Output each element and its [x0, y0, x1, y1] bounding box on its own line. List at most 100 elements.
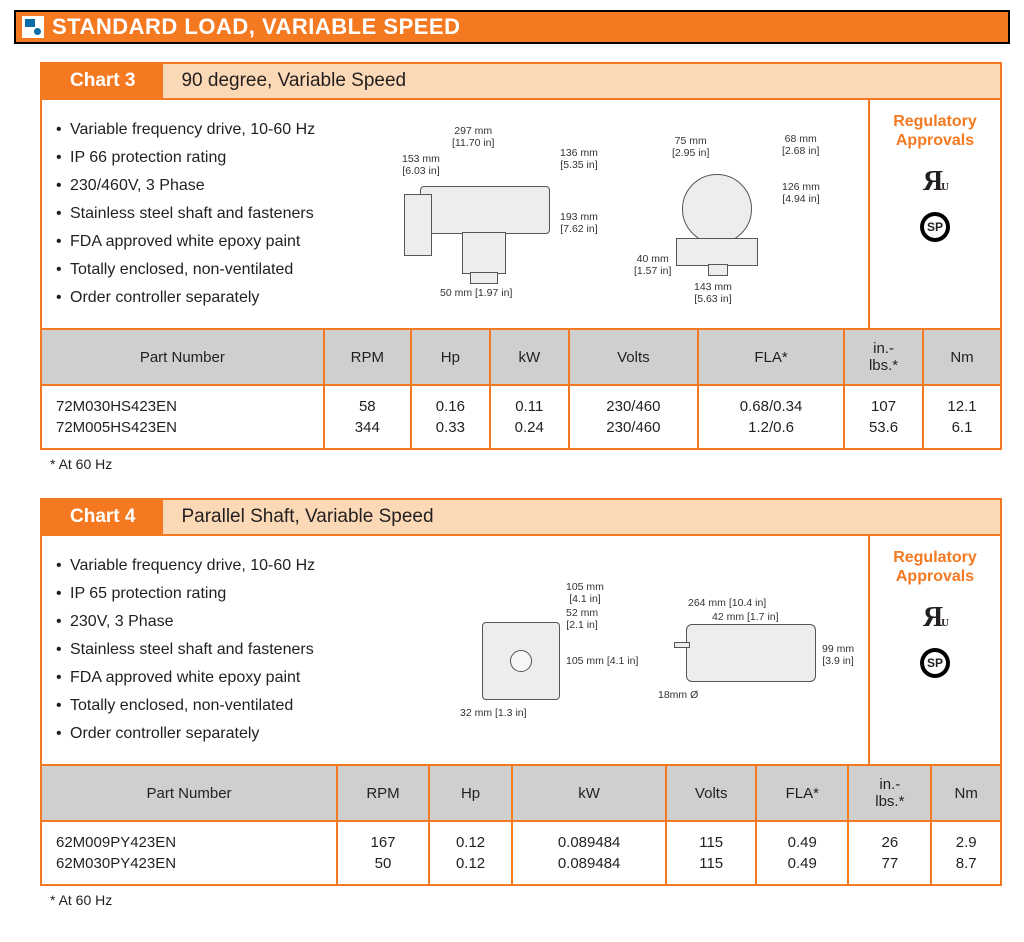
regulatory-approvals: Regulatory Approvals ЯU SP	[868, 536, 1000, 764]
feature-item: 230V, 3 Phase	[56, 608, 344, 636]
feature-item: FDA approved white epoxy paint	[56, 664, 344, 692]
ul-logo-icon: ЯU	[923, 602, 947, 634]
feature-item: Order controller separately	[56, 284, 344, 312]
feature-item: Variable frequency drive, 10-60 Hz	[56, 552, 344, 580]
section-icon	[22, 16, 44, 38]
csa-logo-icon: SP	[920, 648, 950, 678]
chart-subtitle: Parallel Shaft, Variable Speed	[163, 500, 1000, 534]
feature-list: Variable frequency drive, 10-60 Hz IP 65…	[42, 536, 352, 764]
cell: 167	[371, 834, 396, 851]
section-title: STANDARD LOAD, VARIABLE SPEED	[52, 14, 460, 40]
spec-table: Part Number RPM Hp kW Volts FLA* in.-lbs…	[42, 764, 1000, 884]
col-header: in.-lbs.*	[844, 329, 923, 385]
cell: 62M030PY423EN	[56, 855, 176, 872]
cell: 0.089484	[558, 834, 621, 851]
spec-table: Part Number RPM Hp kW Volts FLA* in.-lbs…	[42, 328, 1000, 448]
col-header: Nm	[923, 329, 1000, 385]
feature-item: 230/460V, 3 Phase	[56, 172, 344, 200]
col-header: FLA*	[698, 329, 844, 385]
chart-tab: Chart 3	[42, 64, 163, 98]
dim-label: 126 mm[4.94 in]	[782, 182, 820, 205]
cell: 0.24	[515, 419, 544, 436]
cell: 0.11	[515, 398, 543, 415]
cell: 107	[871, 398, 896, 415]
chart-subtitle: 90 degree, Variable Speed	[163, 64, 1000, 98]
dim-label: 52 mm[2.1 in]	[566, 608, 598, 631]
cell: 12.1	[947, 398, 976, 415]
dim-label: 32 mm [1.3 in]	[460, 708, 527, 720]
col-header: Part Number	[42, 765, 337, 821]
table-row: 72M030HS423EN 72M005HS423EN 58 344 0.16 0.3…	[42, 385, 1000, 448]
dim-label: 136 mm[5.35 in]	[560, 148, 598, 171]
col-header: in.-lbs.*	[848, 765, 931, 821]
cell: 0.68/0.34	[740, 398, 803, 415]
dim-label: 143 mm[5.63 in]	[694, 282, 732, 305]
cell: 230/460	[606, 419, 660, 436]
cell: 6.1	[952, 419, 973, 436]
chart-4-block: Chart 4 Parallel Shaft, Variable Speed V…	[40, 498, 1002, 908]
feature-item: Totally enclosed, non-ventilated	[56, 256, 344, 284]
cell: 62M009PY423EN	[56, 834, 176, 851]
feature-item: Totally enclosed, non-ventilated	[56, 692, 344, 720]
dim-label: 68 mm[2.68 in]	[782, 134, 819, 157]
cell: 77	[881, 855, 898, 872]
regulatory-approvals: Regulatory Approvals ЯU SP	[868, 100, 1000, 328]
cell: 0.49	[788, 855, 817, 872]
ul-logo-icon: ЯU	[923, 166, 947, 198]
cell: 1.2/0.6	[748, 419, 794, 436]
col-header: Volts	[569, 329, 698, 385]
dim-label: 105 mm [4.1 in]	[566, 656, 638, 668]
col-header: FLA*	[756, 765, 848, 821]
dimension-diagram: 105 mm[4.1 in] 52 mm[2.1 in] 105 mm [4.1…	[352, 536, 868, 764]
dim-label: 105 mm[4.1 in]	[566, 582, 604, 605]
col-header: Hp	[411, 329, 490, 385]
section-header: STANDARD LOAD, VARIABLE SPEED	[14, 10, 1010, 44]
chart-3-block: Chart 3 90 degree, Variable Speed Variab…	[40, 62, 1002, 472]
feature-item: Variable frequency drive, 10-60 Hz	[56, 116, 344, 144]
regulatory-title: Regulatory Approvals	[874, 112, 996, 150]
dim-label: 153 mm[6.03 in]	[402, 154, 440, 177]
cell: 53.6	[869, 419, 898, 436]
chart-tab: Chart 4	[42, 500, 163, 534]
csa-logo-icon: SP	[920, 212, 950, 242]
cell: 2.9	[956, 834, 977, 851]
dim-label: 18mm Ø	[658, 690, 698, 702]
cell: 72M005HS423EN	[56, 419, 177, 436]
cell: 230/460	[606, 398, 660, 415]
cell: 0.33	[436, 419, 465, 436]
feature-item: FDA approved white epoxy paint	[56, 228, 344, 256]
cell: 0.089484	[558, 855, 621, 872]
cell: 0.49	[788, 834, 817, 851]
col-header: RPM	[337, 765, 429, 821]
col-header: Nm	[931, 765, 1000, 821]
cell: 26	[881, 834, 898, 851]
feature-item: Stainless steel shaft and fasteners	[56, 200, 344, 228]
col-header: Volts	[666, 765, 756, 821]
dim-label: 193 mm[7.62 in]	[560, 212, 598, 235]
cell: 72M030HS423EN	[56, 398, 177, 415]
footnote: * At 60 Hz	[50, 892, 1002, 908]
cell: 50	[375, 855, 392, 872]
cell: 0.12	[456, 834, 485, 851]
cell: 0.12	[456, 855, 485, 872]
col-header: Part Number	[42, 329, 324, 385]
feature-item: Stainless steel shaft and fasteners	[56, 636, 344, 664]
dim-label: 50 mm [1.97 in]	[440, 288, 512, 300]
dim-label: 99 mm[3.9 in]	[822, 644, 854, 667]
cell: 0.16	[436, 398, 465, 415]
feature-item: IP 66 protection rating	[56, 144, 344, 172]
cell: 344	[355, 419, 380, 436]
col-header: Hp	[429, 765, 512, 821]
dim-label: 42 mm [1.7 in]	[712, 612, 779, 624]
footnote: * At 60 Hz	[50, 456, 1002, 472]
col-header: RPM	[324, 329, 411, 385]
col-header: kW	[490, 329, 569, 385]
cell: 58	[359, 398, 376, 415]
feature-list: Variable frequency drive, 10-60 Hz IP 66…	[42, 100, 352, 328]
cell: 8.7	[956, 855, 977, 872]
cell: 115	[699, 855, 723, 872]
dim-label: 40 mm[1.57 in]	[634, 254, 671, 277]
cell: 115	[699, 834, 723, 851]
feature-item: Order controller separately	[56, 720, 344, 748]
regulatory-title: Regulatory Approvals	[874, 548, 996, 586]
